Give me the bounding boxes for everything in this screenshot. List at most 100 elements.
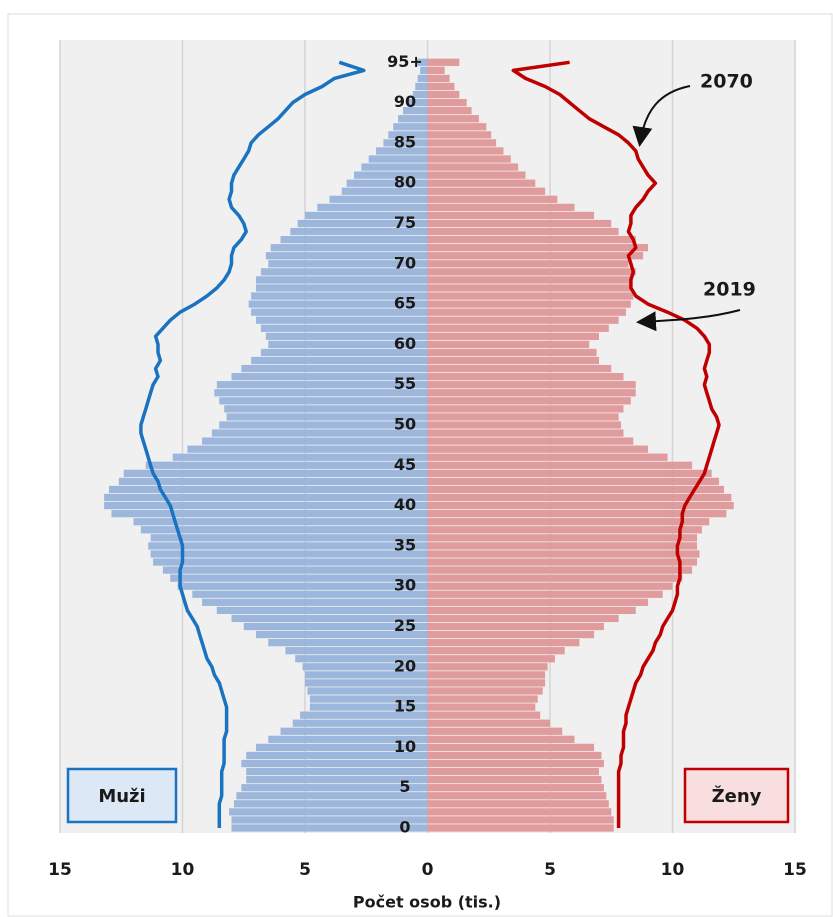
bar bbox=[260, 348, 428, 357]
bar bbox=[251, 308, 428, 316]
y-tick-label: 25 bbox=[394, 616, 416, 635]
y-tick-label: 15 bbox=[394, 697, 416, 716]
bar bbox=[427, 244, 648, 252]
bar bbox=[407, 98, 428, 107]
bar bbox=[307, 687, 428, 695]
bar bbox=[427, 542, 697, 550]
bar bbox=[427, 792, 607, 800]
bar bbox=[248, 300, 428, 308]
legend-label: Muži bbox=[98, 786, 145, 807]
bar bbox=[427, 719, 550, 727]
y-tick-label: 60 bbox=[394, 334, 416, 353]
bar bbox=[309, 703, 428, 711]
bar bbox=[427, 526, 702, 534]
bar bbox=[398, 115, 428, 123]
bar bbox=[427, 123, 487, 131]
bar bbox=[243, 622, 428, 631]
bar bbox=[427, 316, 619, 324]
legend-box bbox=[66, 767, 178, 824]
bar bbox=[265, 332, 428, 340]
y-tick-label: 85 bbox=[394, 132, 416, 151]
bar bbox=[427, 477, 720, 486]
bar bbox=[427, 582, 673, 590]
y-tick-label: 65 bbox=[394, 294, 416, 313]
bar bbox=[427, 332, 599, 340]
bar bbox=[305, 211, 428, 220]
bar bbox=[241, 759, 428, 768]
bar bbox=[427, 784, 604, 792]
bar bbox=[427, 800, 609, 808]
x-tick-label: 15 bbox=[783, 860, 807, 880]
bar bbox=[216, 606, 428, 615]
bar bbox=[427, 711, 541, 719]
bar bbox=[251, 292, 428, 300]
y-tick-label: 35 bbox=[394, 535, 416, 554]
x-tick-label: 10 bbox=[171, 860, 195, 880]
x-axis-title: Počet osob (tis.) bbox=[353, 893, 501, 912]
y-tick-label: 5 bbox=[399, 777, 410, 796]
y-tick-label: 10 bbox=[394, 737, 416, 756]
bar bbox=[427, 66, 445, 74]
bar bbox=[285, 647, 428, 655]
bar bbox=[216, 381, 428, 389]
bar bbox=[376, 147, 428, 155]
bar bbox=[427, 98, 467, 107]
bar bbox=[290, 227, 428, 236]
bar bbox=[427, 727, 563, 735]
bar bbox=[427, 566, 693, 574]
bar bbox=[427, 638, 580, 647]
bar bbox=[427, 461, 693, 469]
bar bbox=[268, 638, 428, 647]
bar bbox=[427, 252, 644, 260]
bar bbox=[172, 453, 428, 461]
bar bbox=[309, 695, 428, 703]
bar bbox=[265, 252, 428, 260]
bar bbox=[229, 808, 428, 816]
x-tick-label: 10 bbox=[661, 860, 685, 880]
bar bbox=[111, 510, 428, 518]
bar bbox=[427, 808, 612, 816]
bar bbox=[427, 679, 546, 687]
bar bbox=[118, 477, 428, 486]
bar bbox=[427, 90, 460, 99]
bar bbox=[427, 663, 548, 671]
bar bbox=[302, 663, 428, 671]
bar bbox=[427, 550, 700, 558]
bar bbox=[123, 469, 428, 477]
bar bbox=[226, 413, 428, 421]
bar bbox=[231, 373, 428, 381]
bar bbox=[246, 751, 428, 760]
bar bbox=[415, 82, 428, 91]
bar bbox=[393, 123, 428, 131]
bar bbox=[251, 356, 428, 365]
bar bbox=[256, 276, 428, 284]
bar bbox=[300, 711, 428, 719]
bar bbox=[427, 776, 602, 784]
bar bbox=[104, 493, 428, 502]
arrow bbox=[632, 85, 691, 147]
annotation-2070: 2070 bbox=[700, 71, 753, 93]
bar bbox=[427, 655, 555, 663]
bar bbox=[192, 590, 428, 598]
x-tick-label: 5 bbox=[544, 860, 556, 880]
bar bbox=[427, 501, 734, 510]
bar bbox=[427, 671, 546, 679]
bar bbox=[427, 816, 614, 824]
bar bbox=[427, 751, 602, 760]
bar bbox=[297, 219, 428, 228]
bar bbox=[241, 364, 428, 373]
bar bbox=[219, 397, 428, 405]
bar bbox=[427, 107, 472, 115]
bar bbox=[427, 235, 636, 244]
bar bbox=[241, 784, 428, 792]
bar bbox=[427, 622, 604, 631]
bar bbox=[417, 74, 428, 83]
bar bbox=[427, 606, 636, 615]
bar bbox=[211, 429, 428, 437]
bar bbox=[388, 131, 428, 139]
bar bbox=[427, 824, 614, 832]
bar bbox=[260, 324, 428, 332]
bar bbox=[219, 421, 428, 429]
y-tick-label: 20 bbox=[394, 656, 416, 675]
